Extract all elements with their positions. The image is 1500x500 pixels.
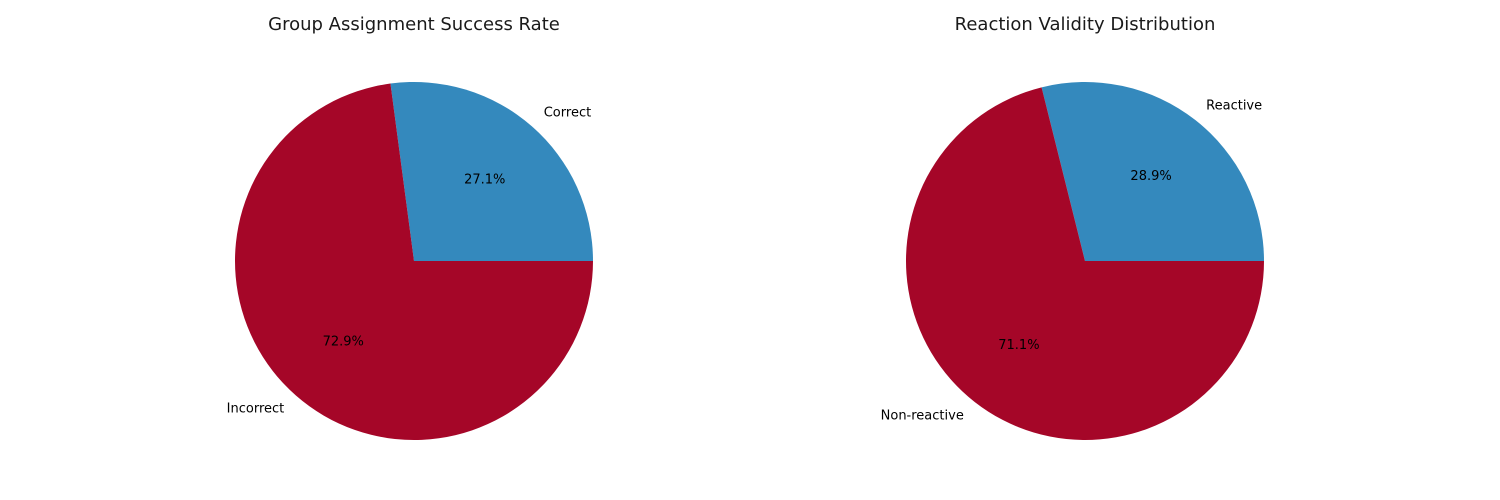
- pie-slice-reactive: [1041, 81, 1264, 261]
- slice-label: Reactive: [1206, 98, 1262, 113]
- pie-chart-group-assignment: Group Assignment Success Rate Correct 27.…: [227, 14, 593, 441]
- slice-label: Correct: [544, 105, 591, 120]
- pie-chart-reaction-validity: Reaction Validity Distribution Reactive 2…: [881, 14, 1264, 441]
- slice-percent-label: 72.9%: [323, 334, 364, 349]
- pie-slice-non-reactive: [906, 87, 1264, 441]
- slice-label: Non-reactive: [881, 409, 964, 424]
- slice-percent-label: 28.9%: [1130, 169, 1171, 184]
- chart-title: Group Assignment Success Rate: [268, 14, 560, 35]
- slice-label: Incorrect: [227, 402, 285, 417]
- slice-percent-label: 27.1%: [464, 173, 505, 188]
- pie-slice-incorrect: [234, 83, 593, 441]
- slice-percent-label: 71.1%: [998, 338, 1039, 353]
- pie-slice-correct: [390, 82, 593, 261]
- chart-title: Reaction Validity Distribution: [955, 14, 1216, 35]
